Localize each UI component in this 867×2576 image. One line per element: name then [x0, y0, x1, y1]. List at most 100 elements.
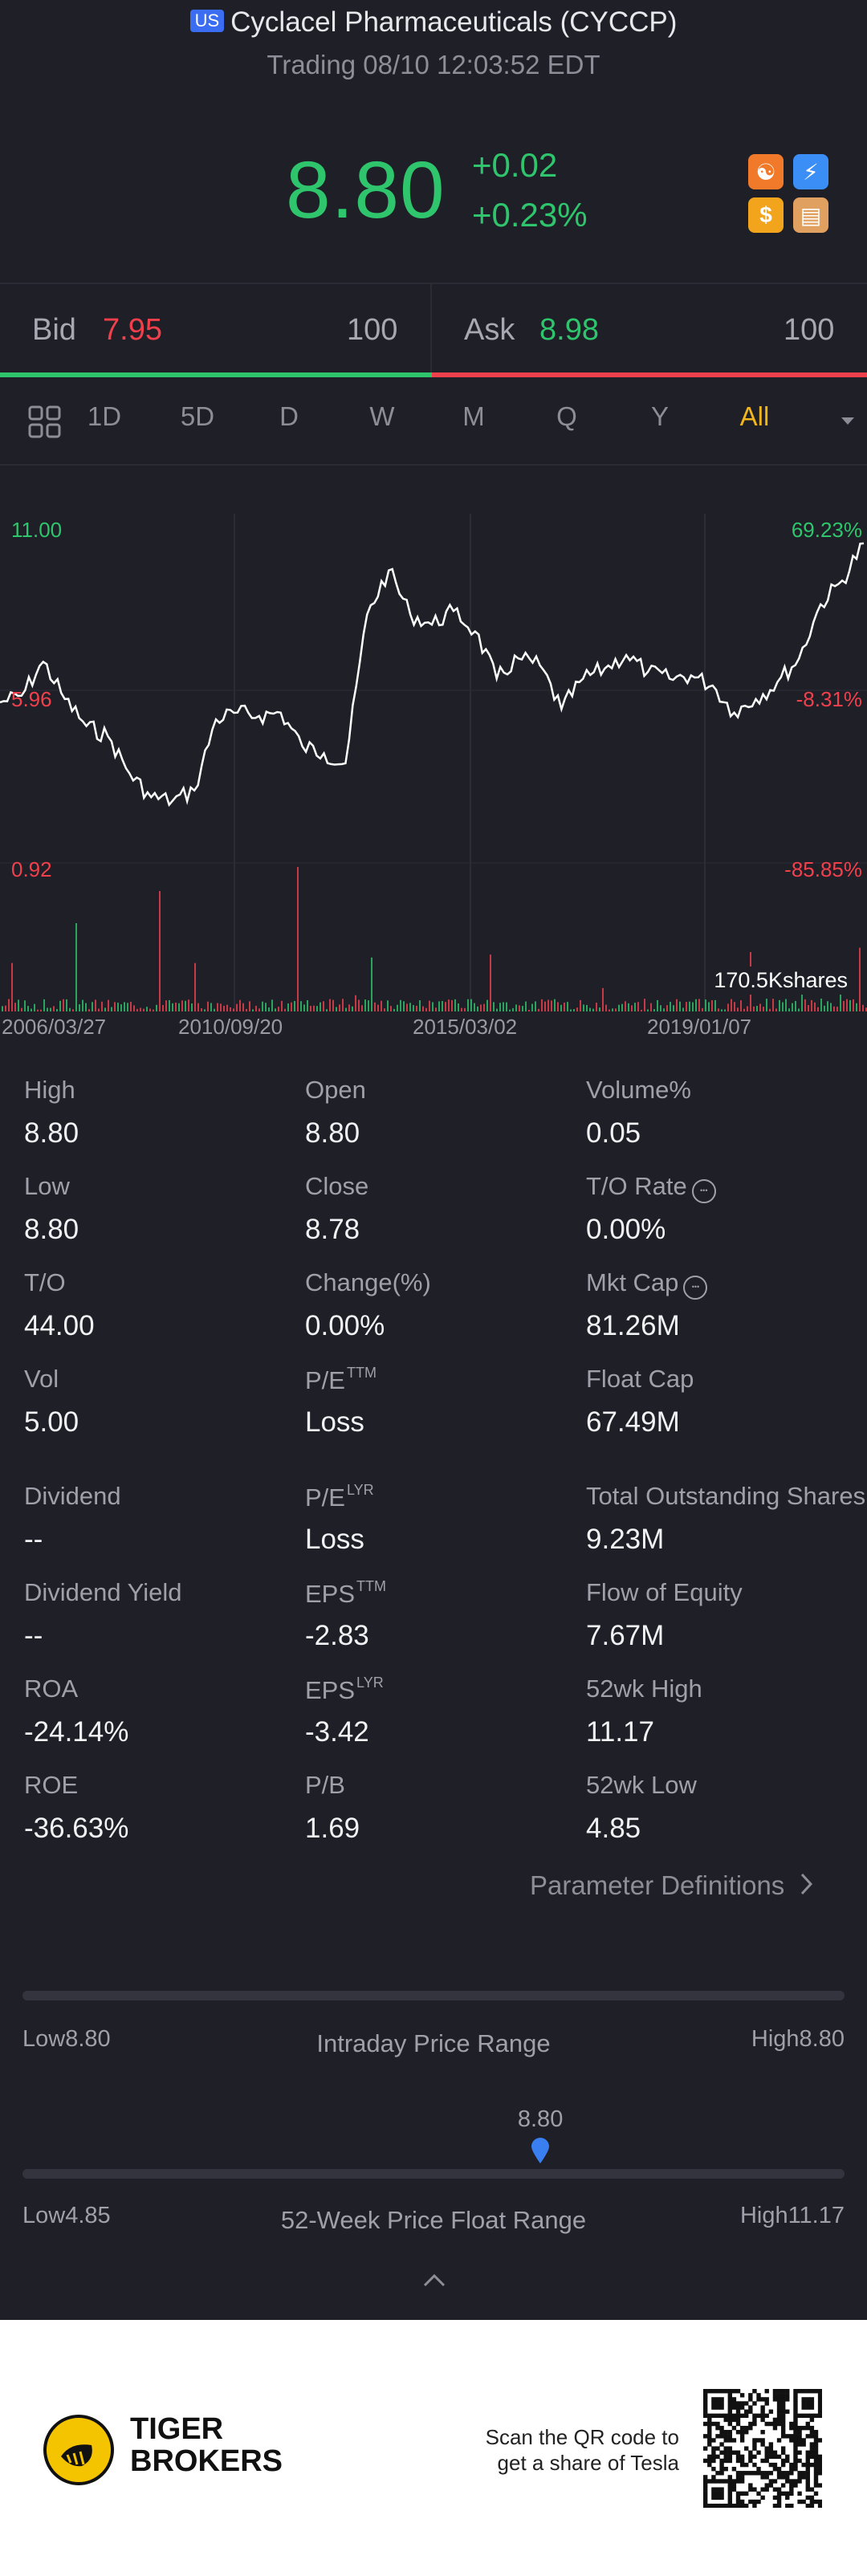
scan-line2: get a share of Tesla	[497, 2451, 679, 2475]
volume-bar	[425, 1007, 427, 1011]
dropdown-arrow-icon[interactable]	[840, 416, 856, 431]
tab-5d[interactable]: 5D	[180, 401, 215, 431]
volume-bar	[859, 947, 861, 1011]
volume-bar	[69, 1007, 71, 1011]
ask-price[interactable]: 8.98	[539, 313, 599, 347]
volume-bar	[628, 1003, 629, 1011]
y-left-mid-tick: 5.96	[11, 687, 52, 711]
volume-bar	[576, 1007, 578, 1011]
volume-bar	[499, 1003, 501, 1011]
y-left-top-tick: 11.00	[11, 518, 63, 542]
info-icon[interactable]: •••	[691, 1179, 716, 1203]
volume-bar	[307, 999, 308, 1011]
stat-label-text: Close	[305, 1172, 369, 1200]
volume-bar	[759, 1003, 761, 1011]
tab-all[interactable]: All	[739, 401, 770, 431]
dollar-icon[interactable]: $	[748, 197, 784, 233]
volume-bar	[506, 1002, 507, 1011]
volume-bar	[775, 1008, 777, 1011]
bid-size: 100	[347, 313, 398, 347]
volume-bar	[663, 1008, 665, 1011]
volume-bar	[621, 1003, 623, 1011]
volume-bar	[865, 1007, 867, 1011]
volume-bar	[275, 1008, 276, 1011]
volume-bar	[381, 1000, 382, 1011]
volume-bar	[220, 1003, 222, 1011]
volume-bar	[538, 1008, 539, 1011]
volume-bar	[18, 999, 19, 1011]
bid-price[interactable]: 7.95	[103, 313, 162, 347]
volume-bar	[682, 1007, 684, 1011]
volume-bar	[592, 1008, 594, 1011]
volume-bar	[528, 1009, 530, 1011]
info-icon[interactable]: •••	[683, 1276, 708, 1300]
week52-low: Low4.85	[22, 2203, 111, 2228]
volume-bar	[554, 999, 556, 1011]
volume-bar	[210, 1003, 212, 1011]
stat-label-close: Close	[305, 1172, 368, 1201]
volume-bar	[239, 999, 241, 1011]
volume-bar	[242, 1003, 244, 1011]
scan-line1: Scan the QR code to	[485, 2425, 679, 2449]
stat-label-text: Flow of Equity	[586, 1578, 743, 1606]
volume-bar	[165, 1000, 167, 1011]
chart-grid-icon[interactable]	[27, 405, 63, 444]
stat-value-p-b: 1.69	[305, 1813, 360, 1844]
volume-bar	[618, 1004, 620, 1011]
volume-bar	[291, 1002, 292, 1011]
tab-y[interactable]: Y	[650, 401, 669, 431]
stat-value-eps-lyr: -3.42	[305, 1716, 369, 1748]
stat-value-p-e-lyr: Loss	[305, 1524, 364, 1555]
volume-bar	[718, 1008, 719, 1011]
tab-q[interactable]: Q	[556, 401, 577, 431]
volume-bar	[178, 1003, 180, 1011]
volume-bar	[490, 954, 491, 1011]
volume-bar	[535, 1001, 536, 1011]
volume-bar	[249, 1001, 250, 1011]
week52-range-bar	[22, 2169, 845, 2179]
volume-bar	[586, 1004, 588, 1011]
tab-w[interactable]: W	[369, 401, 395, 431]
stat-label-dividend: Dividend	[24, 1482, 121, 1511]
volume-bar	[188, 999, 189, 1011]
volume-bar	[268, 1007, 270, 1011]
stat-label-text: Vol	[24, 1365, 59, 1393]
stat-value-t-o: 44.00	[24, 1310, 95, 1341]
volume-bar	[11, 962, 13, 1011]
stat-value-dividend-yield: --	[24, 1620, 43, 1651]
volume-bar	[432, 1002, 434, 1011]
volume-bar	[753, 1006, 755, 1011]
chart-canvas	[0, 514, 867, 1011]
volume-bar	[252, 1009, 254, 1011]
market-badge: US	[189, 10, 225, 32]
divider	[0, 283, 867, 284]
tab-1d[interactable]: 1D	[87, 401, 122, 431]
stat-label-t-o-rate[interactable]: T/O Rate •••	[586, 1172, 716, 1203]
volume-bar	[120, 1004, 122, 1011]
volume-bar	[650, 1003, 652, 1011]
stat-label-mkt-cap[interactable]: Mkt Cap •••	[586, 1268, 708, 1300]
parameter-definitions-link[interactable]: Parameter Definitions	[530, 1870, 814, 1902]
quote-separator	[430, 284, 432, 374]
volume-bar	[474, 1003, 475, 1011]
stat-label-float-cap: Float Cap	[586, 1365, 694, 1394]
stat-value-close: 8.78	[305, 1214, 360, 1245]
volume-bar	[689, 1001, 690, 1011]
volume-bar	[336, 1007, 337, 1011]
volume-bar	[448, 999, 450, 1011]
volume-label: 170.5Kshares	[709, 967, 853, 995]
volume-bar	[197, 1003, 199, 1011]
stat-label-52wk-low: 52wk Low	[586, 1771, 697, 1800]
lightning-icon[interactable]: ⚡	[793, 154, 828, 189]
volume-bar	[541, 999, 543, 1011]
stat-value-dividend: --	[24, 1524, 43, 1555]
community-icon[interactable]: ☯	[748, 154, 784, 189]
tab-m[interactable]: M	[462, 401, 485, 431]
education-icon[interactable]: ▤	[793, 197, 828, 233]
volume-bar	[403, 1001, 405, 1011]
volume-bar	[204, 1009, 206, 1011]
tab-d[interactable]: D	[279, 401, 299, 431]
price-chart[interactable]	[0, 514, 867, 1011]
promo-footer	[0, 2320, 867, 2576]
chevron-up-icon[interactable]	[422, 2272, 446, 2292]
